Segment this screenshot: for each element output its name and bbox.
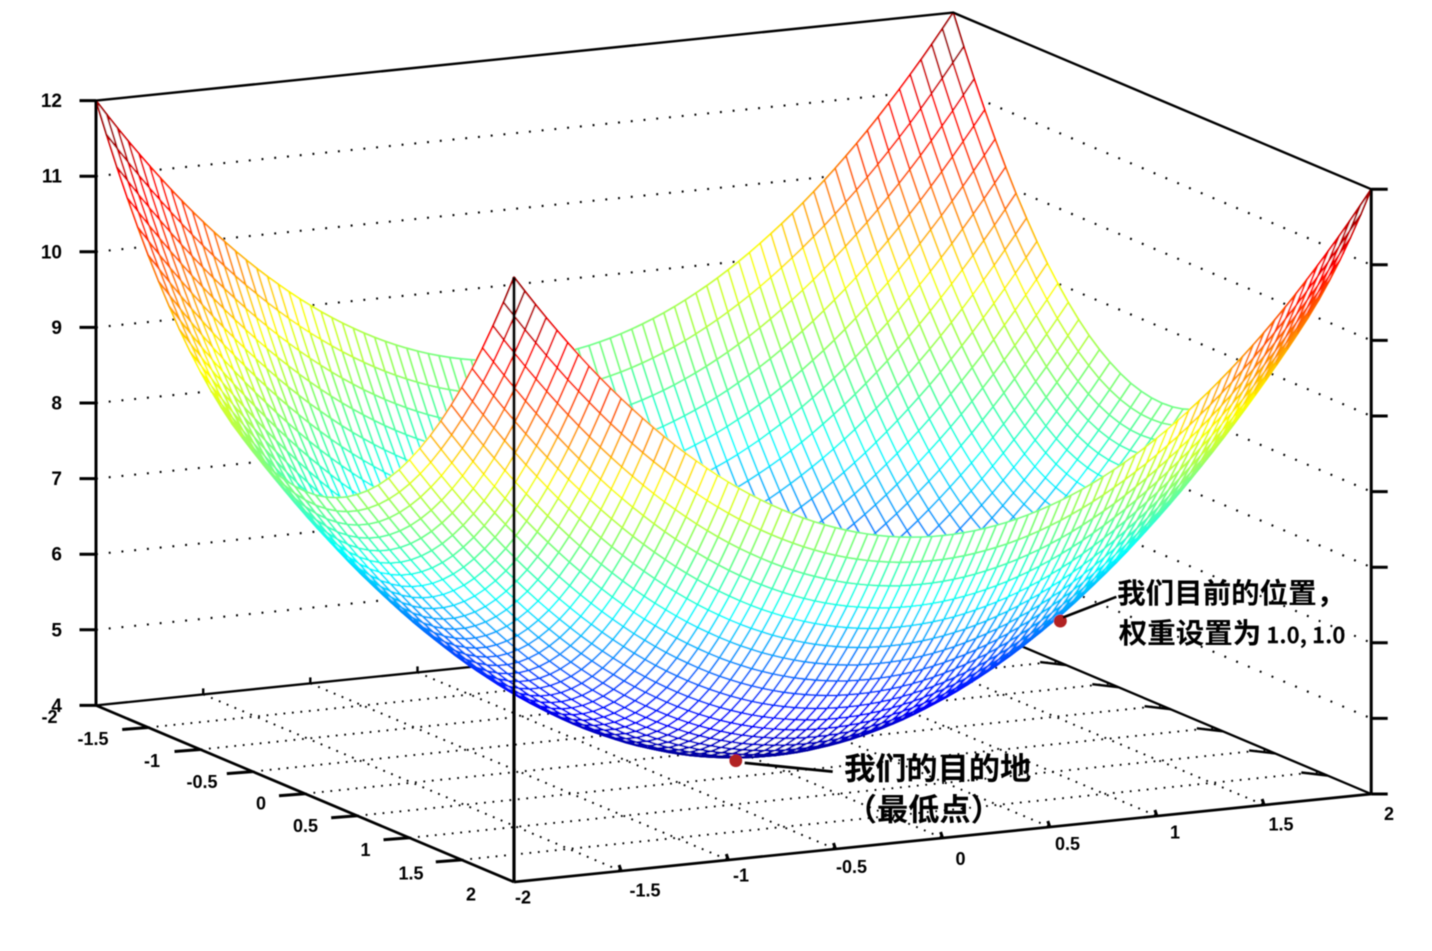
svg-text:0: 0 xyxy=(256,794,266,814)
svg-text:2: 2 xyxy=(1384,804,1394,824)
svg-text:6: 6 xyxy=(51,545,62,566)
svg-text:9: 9 xyxy=(51,318,62,339)
svg-text:8: 8 xyxy=(51,394,62,415)
svg-text:-1.5: -1.5 xyxy=(77,729,108,749)
svg-text:0.5: 0.5 xyxy=(1055,834,1080,854)
svg-text:0.5: 0.5 xyxy=(293,816,318,836)
svg-text:-1: -1 xyxy=(144,751,160,771)
svg-text:1.5: 1.5 xyxy=(398,864,423,884)
svg-text:1: 1 xyxy=(360,840,370,860)
svg-text:-0.5: -0.5 xyxy=(836,857,867,877)
svg-text:4: 4 xyxy=(51,696,62,717)
svg-text:1: 1 xyxy=(1170,823,1180,843)
svg-text:-1: -1 xyxy=(733,866,749,886)
svg-text:-2: -2 xyxy=(515,888,531,908)
svg-text:12: 12 xyxy=(41,91,62,112)
svg-text:5: 5 xyxy=(51,620,62,641)
svg-text:11: 11 xyxy=(42,167,63,188)
svg-text:10: 10 xyxy=(41,242,62,263)
svg-text:-2: -2 xyxy=(41,707,57,727)
svg-text:1.5: 1.5 xyxy=(1268,815,1293,835)
svg-text:2: 2 xyxy=(466,885,476,905)
svg-text:0: 0 xyxy=(955,849,965,869)
svg-text:-1.5: -1.5 xyxy=(629,881,660,901)
svg-text:-0.5: -0.5 xyxy=(186,772,217,792)
svg-text:7: 7 xyxy=(51,469,62,490)
